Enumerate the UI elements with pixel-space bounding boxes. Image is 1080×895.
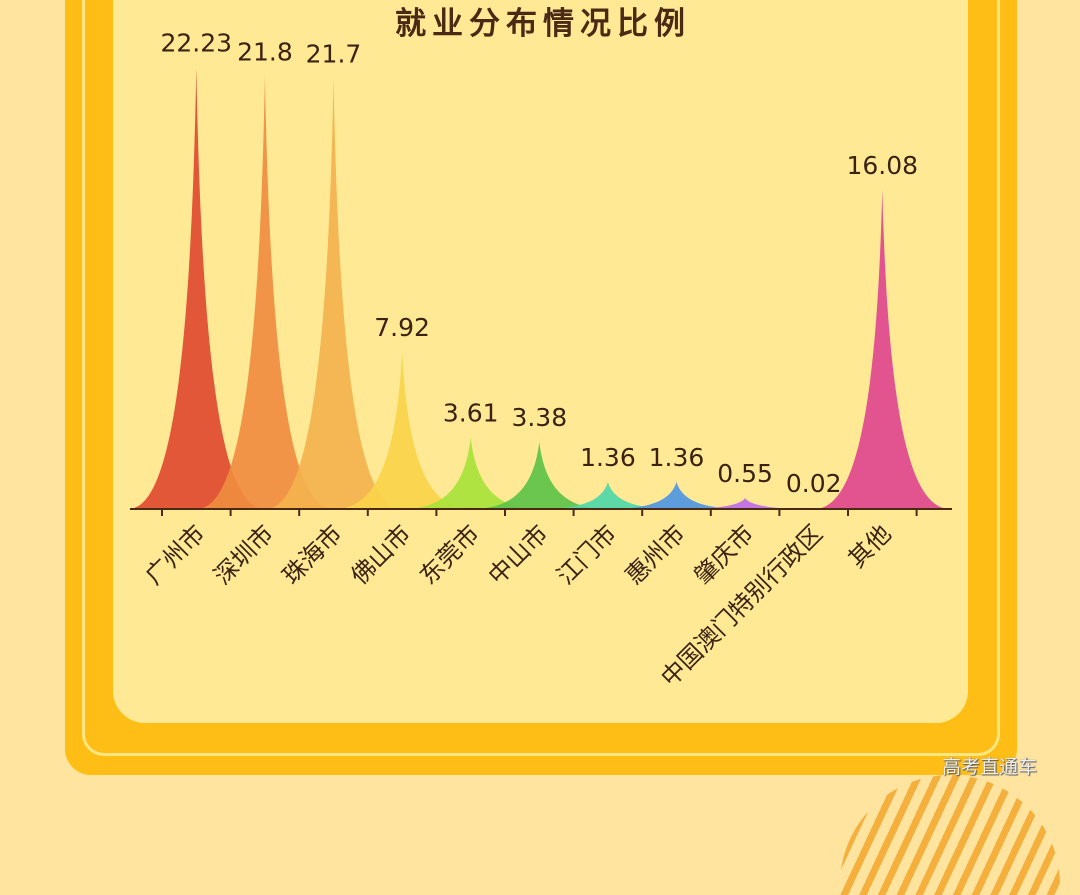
category-label: 东莞市 — [414, 519, 485, 590]
value-label: 1.36 — [649, 443, 705, 472]
spike-6 — [539, 482, 676, 509]
watermark: 高考直通车 — [942, 756, 1038, 778]
category-label: 江门市 — [551, 519, 622, 590]
spike-7 — [608, 482, 745, 509]
value-label: 3.38 — [511, 403, 567, 432]
spike-4 — [402, 437, 539, 509]
spike-1 — [196, 76, 333, 510]
spike-3 — [334, 351, 471, 509]
chart-title: 就业分布情况比例 — [395, 6, 691, 42]
value-label: 21.8 — [237, 37, 293, 66]
category-label: 惠州市 — [620, 519, 691, 590]
category-label: 其他 — [843, 519, 897, 573]
value-label: 1.36 — [580, 443, 636, 472]
spike-8 — [677, 498, 814, 509]
category-label: 深圳市 — [208, 519, 279, 590]
category-label: 佛山市 — [346, 519, 417, 590]
spike-chart: 22.23 21.8 21.7 7.92 3.61 3.38 1.36 1.36 0.55 0.0… — [128, 29, 952, 692]
spike-0 — [128, 67, 265, 509]
value-label: 16.08 — [847, 151, 919, 180]
spike-2 — [265, 78, 402, 509]
value-label: 3.61 — [443, 398, 499, 427]
spike-10 — [814, 189, 951, 509]
spike-5 — [471, 441, 608, 509]
category-label: 广州市 — [140, 519, 211, 590]
frame-inner-line — [82, 0, 1000, 756]
category-label: 珠海市 — [277, 519, 348, 590]
value-label: 0.55 — [717, 459, 773, 488]
category-label: 中山市 — [483, 519, 554, 590]
value-label: 21.7 — [306, 39, 362, 68]
value-label: 0.02 — [786, 469, 842, 498]
value-label: 7.92 — [374, 313, 430, 342]
value-label: 22.23 — [161, 29, 233, 58]
